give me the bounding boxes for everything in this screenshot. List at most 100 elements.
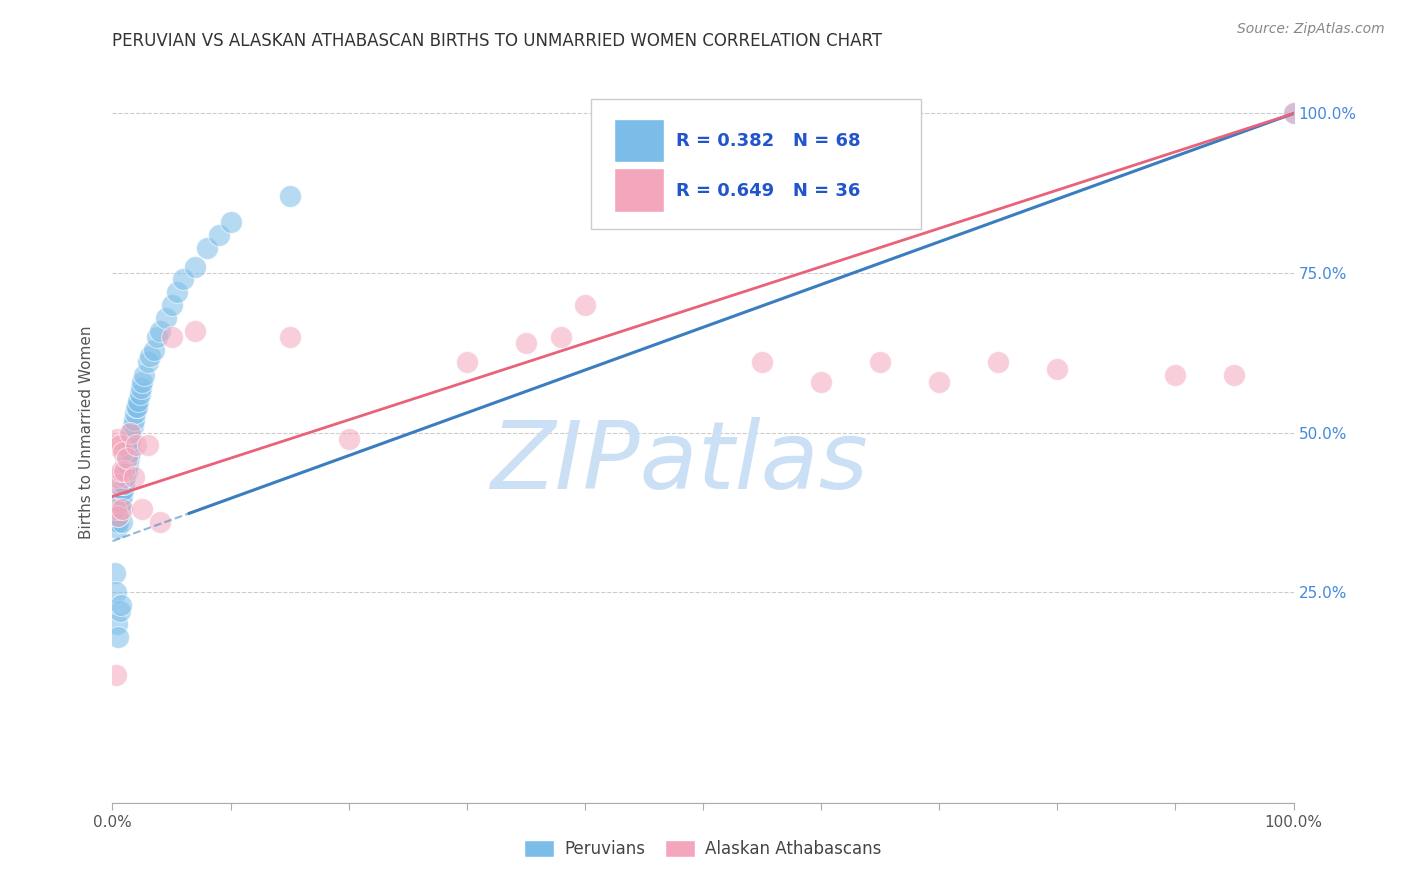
FancyBboxPatch shape: [591, 99, 921, 229]
Point: [112, 483, 135, 497]
Point: [219, 215, 242, 229]
Point: [111, 490, 134, 504]
Point: [108, 604, 131, 618]
Point: [136, 355, 159, 369]
Point: [108, 490, 131, 504]
Point: [160, 330, 183, 344]
Point: [869, 355, 891, 369]
Point: [208, 227, 231, 242]
Point: [107, 515, 129, 529]
Point: [184, 324, 207, 338]
Point: [111, 483, 134, 497]
Point: [751, 355, 773, 369]
Point: [105, 668, 128, 682]
Point: [105, 617, 128, 632]
Point: [117, 444, 139, 458]
Point: [110, 598, 132, 612]
Point: [122, 413, 145, 427]
Point: [110, 464, 132, 478]
Point: [139, 349, 162, 363]
Point: [112, 470, 135, 484]
Point: [550, 330, 572, 344]
Point: [131, 375, 153, 389]
Point: [155, 310, 177, 325]
Point: [160, 298, 183, 312]
Text: PERUVIAN VS ALASKAN ATHABASCAN BIRTHS TO UNMARRIED WOMEN CORRELATION CHART: PERUVIAN VS ALASKAN ATHABASCAN BIRTHS TO…: [112, 32, 883, 50]
Point: [129, 381, 152, 395]
Point: [105, 470, 128, 484]
Point: [127, 400, 149, 414]
Point: [127, 393, 149, 408]
Point: [114, 458, 136, 472]
Point: [149, 515, 172, 529]
Point: [1282, 106, 1305, 120]
Point: [115, 464, 138, 478]
Point: [142, 343, 165, 357]
Text: R = 0.649   N = 36: R = 0.649 N = 36: [676, 182, 860, 200]
Point: [134, 368, 156, 383]
Point: [112, 444, 135, 458]
Point: [104, 438, 127, 452]
Point: [118, 438, 141, 452]
Point: [115, 451, 138, 466]
Point: [115, 451, 138, 466]
Point: [1223, 368, 1246, 383]
Point: [121, 419, 143, 434]
Point: [574, 298, 596, 312]
Point: [107, 508, 129, 523]
Point: [112, 476, 135, 491]
Point: [146, 330, 169, 344]
Text: R = 0.382   N = 68: R = 0.382 N = 68: [676, 132, 860, 150]
Point: [112, 470, 135, 484]
Point: [110, 496, 132, 510]
Point: [120, 432, 142, 446]
Point: [107, 476, 129, 491]
Point: [110, 490, 132, 504]
Point: [120, 425, 142, 440]
Point: [515, 336, 537, 351]
Point: [111, 502, 134, 516]
Point: [1046, 361, 1069, 376]
Point: [1282, 106, 1305, 120]
Point: [195, 240, 218, 255]
Point: [107, 502, 129, 516]
Point: [184, 260, 207, 274]
Point: [105, 432, 128, 446]
Point: [108, 496, 131, 510]
Point: [122, 470, 145, 484]
Point: [105, 502, 128, 516]
Point: [107, 630, 129, 644]
Point: [987, 355, 1010, 369]
Point: [125, 400, 148, 414]
Text: ZIPatlas: ZIPatlas: [491, 417, 869, 508]
Point: [172, 272, 194, 286]
Point: [104, 566, 127, 580]
Point: [278, 330, 301, 344]
Point: [112, 476, 135, 491]
Point: [110, 483, 132, 497]
Point: [124, 407, 146, 421]
Point: [105, 585, 128, 599]
Point: [105, 521, 128, 535]
Point: [112, 464, 135, 478]
Point: [456, 355, 478, 369]
Point: [120, 444, 142, 458]
Point: [810, 375, 832, 389]
Point: [107, 508, 129, 523]
Point: [278, 189, 301, 203]
Point: [108, 438, 131, 452]
Point: [337, 432, 360, 446]
Point: [114, 470, 136, 484]
Point: [111, 476, 134, 491]
Point: [136, 438, 159, 452]
Point: [118, 451, 141, 466]
Point: [104, 508, 127, 523]
Point: [112, 464, 135, 478]
Point: [131, 502, 153, 516]
Point: [149, 324, 172, 338]
Point: [128, 387, 150, 401]
Point: [928, 375, 950, 389]
Point: [107, 496, 129, 510]
Point: [105, 496, 128, 510]
FancyBboxPatch shape: [614, 169, 664, 212]
